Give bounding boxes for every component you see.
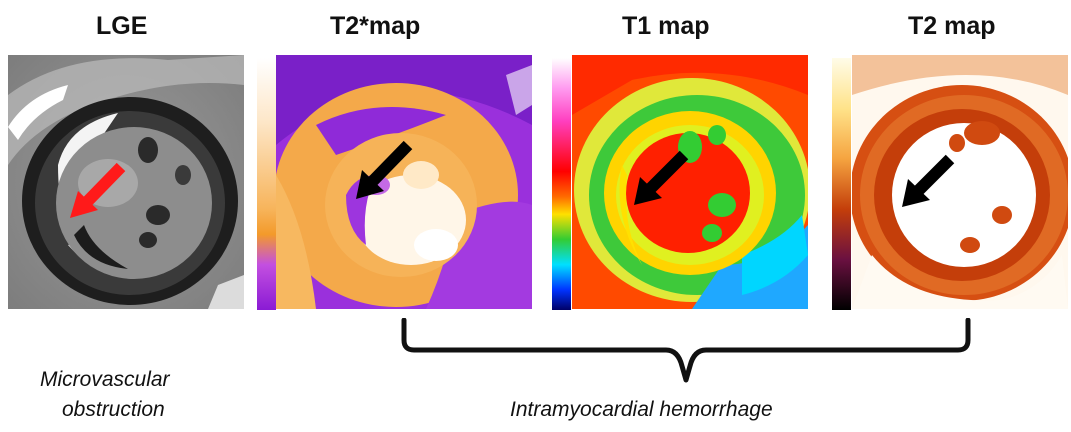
t2-map-image (852, 55, 1068, 309)
arrow-icon (634, 150, 689, 205)
lge-image (8, 55, 244, 309)
arrow-icon (356, 140, 413, 199)
panel-title-lge: LGE (96, 12, 148, 40)
t2star-map-image (276, 55, 532, 309)
t1-map-image (572, 55, 808, 309)
caption-microvascular-line2: obstruction (62, 398, 165, 421)
panel-title-t1: T1 map (622, 12, 710, 40)
caption-microvascular-line1: Microvascular (40, 368, 170, 391)
t2-colorbar (832, 58, 851, 310)
t1-colorbar (552, 58, 571, 310)
caption-intramyocardial-hemorrhage: Intramyocardial hemorrhage (510, 398, 773, 421)
curly-brace (401, 318, 971, 383)
panel-title-t2: T2 map (908, 12, 996, 40)
panel-title-t2star: T2*map (330, 12, 421, 40)
t2star-colorbar (257, 58, 276, 310)
arrow-icon (70, 162, 126, 218)
arrow-icon (902, 154, 955, 207)
